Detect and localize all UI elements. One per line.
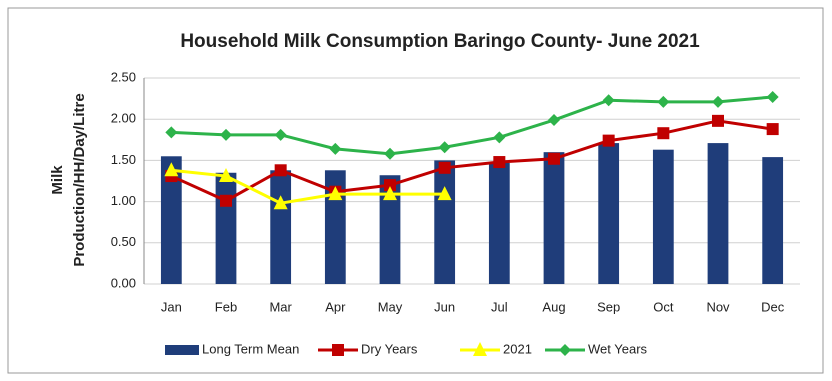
point <box>383 186 397 201</box>
y-tick-label: 1.50 <box>111 152 136 167</box>
x-tick-label: Nov <box>706 299 730 314</box>
y-tick-label: 0.50 <box>111 234 136 249</box>
point <box>766 123 779 136</box>
bar <box>762 157 784 284</box>
bar <box>488 162 510 284</box>
chart-frame <box>7 7 824 374</box>
y-axis-label: Milk <box>49 165 66 195</box>
point <box>712 95 724 108</box>
y-tick-label: 1.00 <box>111 193 136 208</box>
point <box>384 147 396 160</box>
bar <box>270 170 292 284</box>
bar <box>598 143 620 284</box>
bar <box>543 152 565 284</box>
line <box>170 119 773 203</box>
point <box>657 127 670 140</box>
point <box>437 186 452 201</box>
legend-label: Long Term Mean <box>202 341 299 356</box>
line <box>171 95 773 156</box>
bar <box>160 156 182 284</box>
x-tick-label: Jun <box>434 299 455 314</box>
bar <box>707 143 729 284</box>
point <box>493 156 506 169</box>
point <box>493 131 506 144</box>
point <box>602 94 615 107</box>
bar <box>379 175 401 284</box>
legend-label: Dry Years <box>361 341 418 356</box>
point <box>273 195 288 210</box>
point <box>548 114 560 127</box>
point <box>602 134 615 147</box>
bar <box>652 149 674 284</box>
point <box>164 162 179 177</box>
legend-swatch <box>165 345 199 355</box>
x-tick-label: Apr <box>325 299 346 314</box>
y-tick-label: 2.00 <box>111 111 136 126</box>
point <box>548 152 560 165</box>
y-tick-label: 2.50 <box>111 69 136 84</box>
point <box>219 168 233 183</box>
x-tick-label: Sep <box>597 299 620 314</box>
x-tick-label: Jan <box>161 299 182 314</box>
x-tick-label: Aug <box>542 299 565 314</box>
x-tick-label: Feb <box>215 299 237 314</box>
point <box>220 194 232 207</box>
point <box>438 161 451 174</box>
line <box>171 168 445 205</box>
bar <box>215 172 237 284</box>
chart-title: Household Milk Consumption Baringo Count… <box>180 31 700 52</box>
point <box>438 141 451 154</box>
legend-label: 2021 <box>503 341 532 356</box>
x-tick-label: Jul <box>491 299 508 314</box>
point <box>766 90 779 103</box>
point <box>274 128 287 141</box>
point <box>274 164 287 177</box>
legend-label: Wet Years <box>588 341 648 356</box>
point <box>329 142 342 155</box>
point <box>384 179 396 192</box>
x-tick-label: Mar <box>269 299 292 314</box>
point <box>165 126 178 139</box>
y-axis-label: Production/HH/Day/Litre <box>71 93 88 266</box>
x-tick-label: Dec <box>761 299 785 314</box>
x-tick-label: May <box>378 299 403 314</box>
point <box>657 95 670 108</box>
point <box>220 128 232 141</box>
point <box>328 186 343 201</box>
legend-marker <box>473 342 487 356</box>
legend-marker <box>332 344 344 356</box>
y-tick-label: 0.00 <box>111 275 136 290</box>
x-tick-label: Oct <box>653 299 674 314</box>
legend-marker <box>559 344 571 356</box>
bar <box>434 160 456 284</box>
point <box>712 114 724 127</box>
